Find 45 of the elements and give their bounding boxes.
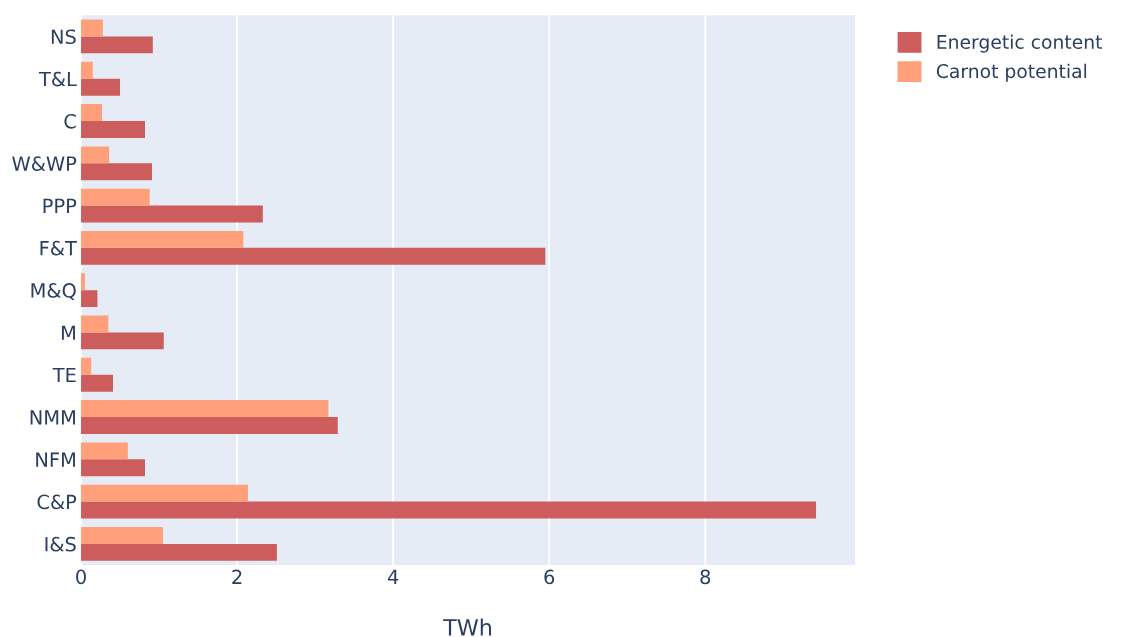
y-tick-label: C&P [37,494,77,510]
bar [81,36,153,54]
x-tick-label: 0 [76,569,86,585]
y-tick-label: NS [51,29,76,45]
y-tick-label: NFM [36,452,75,467]
bar [81,484,248,502]
bar [81,205,263,223]
legend-label: Carnot potential [936,63,1087,82]
bar [81,121,146,138]
bar [81,230,244,248]
y-tick-label: W&WP [12,156,77,171]
bar [81,526,163,544]
bar [81,78,121,96]
y-tick-label: M [61,325,75,340]
y-tick-label: M&Q [31,283,76,301]
y-tick-label: F&T [40,240,77,256]
bar [81,442,128,460]
bar [81,374,114,392]
bar [81,290,98,308]
bar [81,417,338,434]
bar [81,188,150,206]
bar [81,146,110,164]
bar [81,315,109,333]
bar [81,19,103,37]
bar [81,501,817,519]
y-tick-label: T&L [38,71,77,87]
bar [81,543,277,561]
bar [81,247,546,265]
legend-label: Energetic content [937,34,1103,53]
x-tick-label: 8 [700,569,711,585]
bar [81,400,329,418]
bar [81,459,146,477]
bar [81,163,153,181]
y-tick-label: NMM [30,410,75,425]
bar [81,61,93,79]
bar [81,104,103,122]
x-axis-title: TWh [443,618,491,636]
y-tick-label: C [64,113,76,129]
y-tick-label: I&S [45,536,76,552]
y-tick-label: TE [52,367,76,383]
bar [81,332,164,350]
x-tick-label: 6 [544,569,555,585]
x-tick-label: 4 [387,569,399,584]
x-tick-label: 2 [232,569,242,584]
y-tick-label: PPP [43,198,77,213]
